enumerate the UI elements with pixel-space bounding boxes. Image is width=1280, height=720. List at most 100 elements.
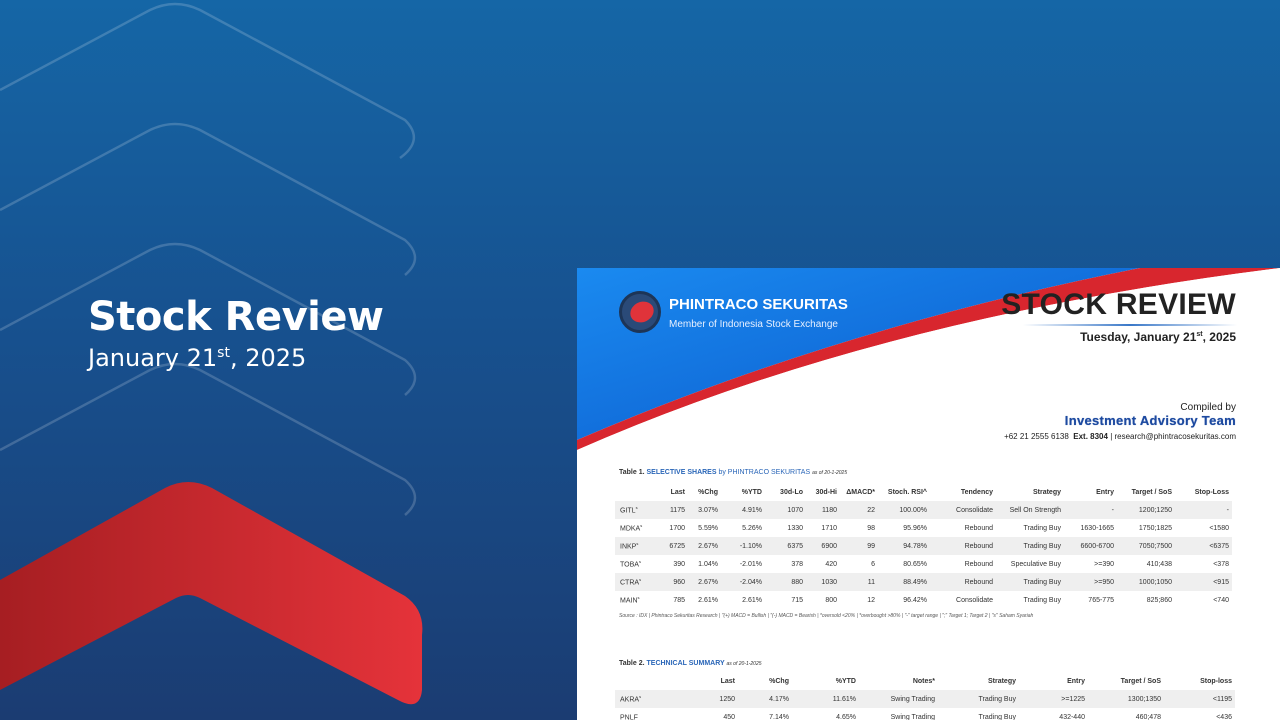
table-row: CTRAs 960 2.67% -2.04% 880 1030 11 88.49% Reboun… bbox=[615, 573, 1232, 591]
table-cell: 99 bbox=[867, 542, 875, 550]
table-row: GITLs 1175 3.07% 4.91% 1070 1180 22 100.00% Cons… bbox=[615, 501, 1232, 519]
table-cell: 11 bbox=[867, 578, 875, 586]
syariah-mark: s bbox=[638, 559, 641, 565]
column-header: ΔMACD* bbox=[846, 489, 875, 496]
table-cell: 6725 bbox=[669, 542, 685, 550]
table-cell: 6900 bbox=[821, 542, 837, 550]
report-date: Tuesday, January 21st, 2025 bbox=[1080, 330, 1236, 344]
table-cell: Consolidate bbox=[956, 596, 993, 604]
syariah-mark: s bbox=[640, 523, 643, 529]
compiled-by: Compiled by bbox=[1180, 402, 1236, 413]
table-cell: 1200;1250 bbox=[1138, 506, 1172, 514]
selective-shares-table: Last %Chg %YTD 30d-Lo 30d-Hi ΔMACD* Stoch. RSI… bbox=[615, 484, 1232, 609]
chevron-outline bbox=[0, 362, 417, 516]
table-cell: Speculative Buy bbox=[1010, 560, 1061, 568]
table-cell: <6375 bbox=[1209, 542, 1229, 550]
column-header: Target / SoS bbox=[1131, 489, 1172, 496]
column-header: Stop-Loss bbox=[1194, 489, 1229, 496]
brand-name: PHINTRACO SEKURITAS bbox=[669, 296, 848, 313]
ticker-cell: CTRAs bbox=[620, 577, 642, 587]
column-header: %YTD bbox=[741, 489, 762, 496]
column-header bbox=[615, 673, 685, 690]
table-cell: 1180 bbox=[821, 506, 837, 514]
column-header: 30d-Hi bbox=[815, 489, 837, 496]
technical-summary-table: Last %Chg %YTD Notes* Strategy Entry Target / … bbox=[615, 673, 1235, 720]
table-cell: 4.17% bbox=[769, 695, 789, 703]
table-cell: 4.91% bbox=[742, 506, 762, 514]
ticker-cell: INKPs bbox=[620, 541, 639, 551]
column-header: Target / SoS bbox=[1120, 678, 1161, 685]
table-cell: 88.49% bbox=[903, 578, 927, 586]
table-cell: >=950 bbox=[1094, 578, 1114, 586]
table-cell: 800 bbox=[825, 596, 837, 604]
contact-info: +62 21 2555 6138 Ext. 8304 | research@ph… bbox=[1004, 432, 1236, 441]
table-cell: >=390 bbox=[1094, 560, 1114, 568]
table1-footnote: Source : IDX | Phintraco Sekuritas Resea… bbox=[619, 613, 1034, 619]
table1-caption: Table 1. SELECTIVE SHARES by PHINTRACO S… bbox=[619, 469, 848, 476]
team-name: Investment Advisory Team bbox=[1064, 413, 1236, 428]
table-row: INKPs 6725 2.67% -1.10% 6375 6900 99 94.78% Rebo… bbox=[615, 537, 1232, 555]
table-cell: Rebound bbox=[964, 542, 993, 550]
chevron-outline bbox=[0, 122, 417, 276]
table-cell: Rebound bbox=[964, 560, 993, 568]
table-row: TOBAs 390 1.04% -2.01% 378 420 6 80.65% Rebound S… bbox=[615, 555, 1232, 573]
ticker-cell: TOBAs bbox=[620, 559, 641, 569]
table-cell: Trading Buy bbox=[1023, 578, 1061, 586]
table-cell: Swing Trading bbox=[890, 695, 935, 703]
column-header: Entry bbox=[1096, 489, 1114, 496]
table-cell: 100.00% bbox=[899, 506, 927, 514]
red-chevron bbox=[0, 482, 423, 705]
table-cell: 7.14% bbox=[769, 713, 789, 720]
syariah-mark: s bbox=[639, 694, 642, 700]
table-cell: 98 bbox=[867, 524, 875, 532]
table-cell: 378 bbox=[791, 560, 803, 568]
table-cell: 2.67% bbox=[698, 578, 718, 586]
table-cell: 1000;1050 bbox=[1138, 578, 1172, 586]
brand-subtitle: Member of Indonesia Stock Exchange bbox=[669, 319, 838, 330]
ticker-cell: MDKAs bbox=[620, 523, 643, 533]
table-row: AKRAs 1250 4.17% 11.61% Swing Trading Trading… bbox=[615, 690, 1235, 708]
hero-title: Stock Review bbox=[88, 294, 384, 340]
table-cell: 880 bbox=[791, 578, 803, 586]
column-header: Strategy bbox=[1032, 489, 1061, 496]
table-cell: Rebound bbox=[964, 524, 993, 532]
table-cell: Consolidate bbox=[956, 506, 993, 514]
table-cell: 1070 bbox=[787, 506, 803, 514]
table-cell: <436 bbox=[1216, 713, 1232, 720]
table-cell: 2.67% bbox=[698, 542, 718, 550]
table-cell: 1330 bbox=[787, 524, 803, 532]
syariah-mark: s bbox=[637, 595, 640, 601]
table-cell: Swing Trading bbox=[890, 713, 935, 720]
table-cell: 6375 bbox=[787, 542, 803, 550]
column-header: %Chg bbox=[698, 489, 718, 496]
table-cell: 12 bbox=[867, 596, 875, 604]
table-cell: - bbox=[1226, 506, 1229, 514]
table-cell: 785 bbox=[673, 596, 685, 604]
table-cell: 1175 bbox=[669, 506, 685, 514]
table-cell: 420 bbox=[825, 560, 837, 568]
table-cell: 5.26% bbox=[742, 524, 762, 532]
table-cell: Trading Buy bbox=[978, 713, 1016, 720]
table-cell: <915 bbox=[1213, 578, 1229, 586]
table-cell: 390 bbox=[673, 560, 685, 568]
ticker-cell: AKRAs bbox=[620, 694, 642, 704]
report-title: STOCK REVIEW bbox=[1001, 288, 1236, 321]
phintraco-logo bbox=[619, 291, 661, 333]
table-cell: 2.61% bbox=[742, 596, 762, 604]
hero-date: January 21st, 2025 bbox=[88, 344, 307, 372]
table-cell: 1750;1825 bbox=[1138, 524, 1172, 532]
table-cell: Trading Buy bbox=[978, 695, 1016, 703]
table-cell: -1.10% bbox=[739, 542, 762, 550]
column-header: Stop-loss bbox=[1200, 678, 1232, 685]
table-cell: 22 bbox=[867, 506, 875, 514]
header-banner bbox=[577, 268, 1280, 454]
table-cell: 95.96% bbox=[903, 524, 927, 532]
table-cell: -2.04% bbox=[739, 578, 762, 586]
column-header: Strategy bbox=[987, 678, 1016, 685]
column-header: %YTD bbox=[835, 678, 856, 685]
table-cell: 765-775 bbox=[1088, 596, 1114, 604]
table-row: MAINs 785 2.61% 2.61% 715 800 12 96.42% Consolid… bbox=[615, 591, 1232, 609]
table-cell: 1.04% bbox=[698, 560, 718, 568]
table-cell: Sell On Strength bbox=[1009, 506, 1061, 514]
